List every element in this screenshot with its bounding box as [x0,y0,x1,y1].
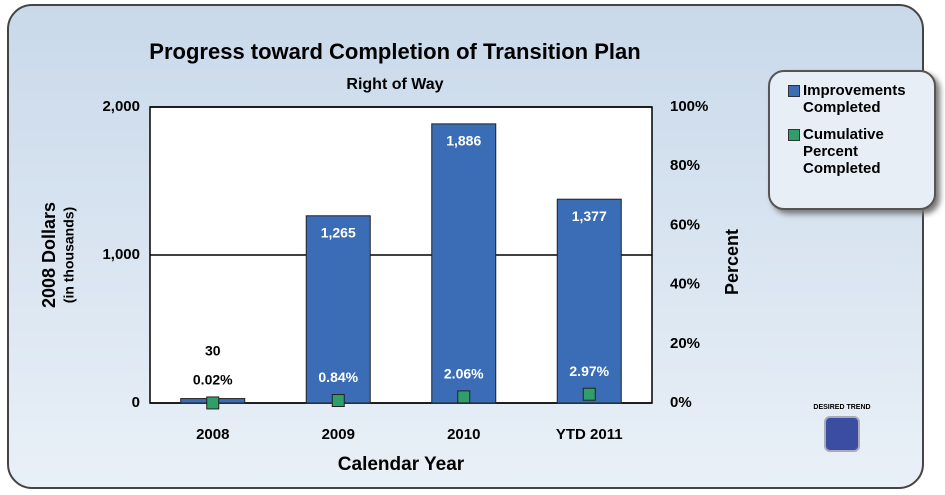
y2-tick-label: 80% [670,157,700,174]
bar-value-label: 30 [205,342,221,358]
percent-marker [457,390,471,404]
legend-swatch [788,85,800,97]
y2-tick-label: 100% [670,98,708,115]
y-axis-label: 2008 Dollars [39,202,59,308]
x-tick-label: 2008 [196,426,229,443]
legend-label: Cumulative Percent Completed [803,126,884,177]
y-tick-label: 2,000 [102,98,140,115]
bar [305,215,371,404]
chart-title: Progress toward Completion of Transition… [149,39,640,64]
legend-item: Cumulative Percent Completed [788,126,926,177]
y2-tick-label: 0% [670,394,692,411]
percent-marker [206,396,220,410]
legend-swatch [788,129,800,141]
y2-axis-label: Percent [722,229,742,295]
percent-marker [331,394,345,408]
y2-tick-label: 20% [670,335,700,352]
percent-value-label: 0.84% [318,369,358,385]
badge-text: DESIRED TREND [813,404,871,411]
legend: Improvements Completed Cumulative Percent… [768,70,936,210]
y2-tick-label: 60% [670,216,700,233]
chart-subtitle: Right of Way [346,76,443,93]
x-tick-label: 2009 [322,426,355,443]
percent-marker [582,387,596,401]
badge: DESIRED TREND [812,404,872,452]
percent-value-label: 2.97% [569,363,609,379]
y-axis-sublabel: (in thousands) [61,207,77,303]
percent-value-label: 2.06% [444,366,484,382]
legend-label: Improvements Completed [803,82,906,116]
x-tick-label: 2010 [447,426,480,443]
bar-value-label: 1,886 [446,133,481,149]
bar [556,198,622,404]
badge-icon [824,416,860,452]
y-tick-label: 1,000 [102,246,140,263]
y-tick-label: 0 [132,394,140,411]
legend-item: Improvements Completed [788,82,926,116]
x-tick-label: YTD 2011 [556,426,623,443]
bar-value-label: 1,265 [321,224,356,240]
percent-value-label: 0.02% [193,372,233,388]
y2-tick-label: 40% [670,276,700,293]
bar-value-label: 1,377 [572,208,607,224]
x-axis-label: Calendar Year [338,454,465,475]
bar [431,123,497,404]
